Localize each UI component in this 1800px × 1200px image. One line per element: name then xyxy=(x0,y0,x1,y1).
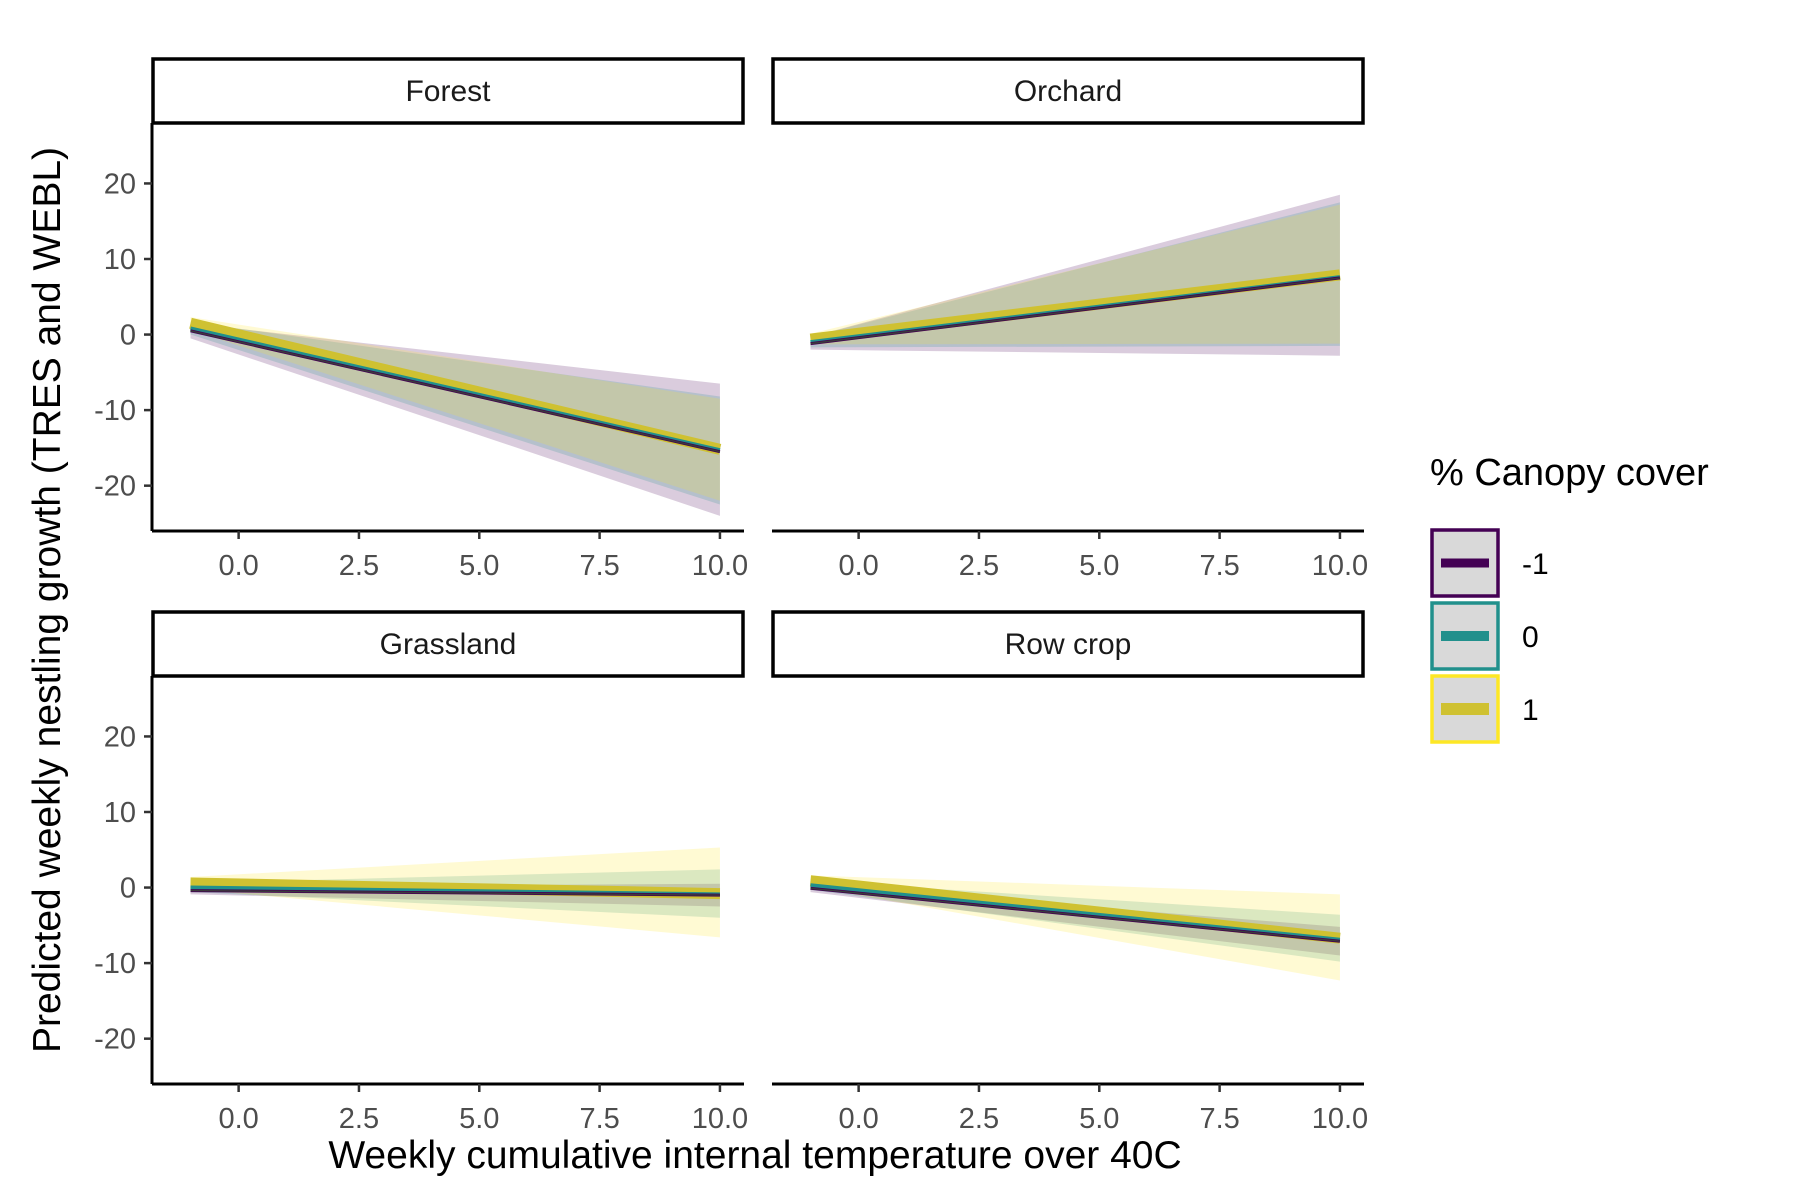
x-tick-label: 10.0 xyxy=(1312,1103,1368,1135)
x-tick-label: 0.0 xyxy=(838,550,878,582)
ribbon-orchard--1 xyxy=(810,194,1340,356)
x-tick-label: 5.0 xyxy=(459,1103,499,1135)
x-tick-label: 0.0 xyxy=(838,1103,878,1135)
ribbon-orchard-0 xyxy=(810,202,1340,348)
strip-row-crop xyxy=(771,610,1365,678)
y-tick-label: -20 xyxy=(94,471,136,503)
panel-forest: Forest 20 10 0 -10 -20 0.0 2.5 5.0 7.5 10.0 xyxy=(94,57,748,582)
y-tick-label: -10 xyxy=(94,948,136,980)
x-tick-label: 2.5 xyxy=(959,550,999,582)
x-tick-label: 10.0 xyxy=(1312,550,1368,582)
panel-orchard: Orchard 0.0 2.5 5.0 7.5 10.0 xyxy=(771,57,1368,582)
strip-grassland xyxy=(151,610,745,678)
x-tick-label: 7.5 xyxy=(579,550,619,582)
legend-label--1: -1 xyxy=(1522,548,1549,581)
x-tick-label: 0.0 xyxy=(218,1103,258,1135)
strip-label-grassland: Grassland xyxy=(380,628,517,661)
x-axis-title: Weekly cumulative internal temperature o… xyxy=(328,1134,1181,1177)
y-tick-label: -10 xyxy=(94,395,136,427)
line-row-crop-0 xyxy=(810,883,1341,942)
legend-title: % Canopy cover xyxy=(1430,452,1709,494)
strip-label-row-crop: Row crop xyxy=(1005,628,1132,661)
x-tick-label: 10.0 xyxy=(692,550,748,582)
line-orchard-1 xyxy=(809,269,1341,345)
x-tick-label: 5.0 xyxy=(1079,550,1119,582)
y-tick-label: 0 xyxy=(120,320,136,352)
x-tick-label: 2.5 xyxy=(959,1103,999,1135)
strip-orchard xyxy=(771,57,1365,125)
y-axis-title: Predicted weekly nestling growth (TRES a… xyxy=(26,147,69,1053)
legend: % Canopy cover -1 0 1 xyxy=(1430,452,1709,744)
x-tick-label: 5.0 xyxy=(459,550,499,582)
x-tick-label: 7.5 xyxy=(1199,550,1239,582)
x-tick-label: 2.5 xyxy=(339,1103,379,1135)
strip-label-orchard: Orchard xyxy=(1014,75,1122,108)
legend-label-1: 1 xyxy=(1522,694,1539,727)
legend-label-0: 0 xyxy=(1522,621,1539,654)
y-tick-label: -20 xyxy=(94,1024,136,1056)
panel-row-crop: Row crop 0.0 2.5 5.0 7.5 10.0 xyxy=(771,610,1368,1135)
ribbon-orchard-1 xyxy=(810,204,1340,345)
panel-grassland: Grassland 20 10 0 -10 -20 0.0 2.5 5.0 7.5 10.0 xyxy=(94,610,748,1135)
line-grassland-overlay xyxy=(190,889,720,896)
x-tick-label: 10.0 xyxy=(692,1103,748,1135)
y-tick-label: 20 xyxy=(104,168,136,200)
y-tick-label: 10 xyxy=(104,797,136,829)
x-tick-label: 2.5 xyxy=(339,550,379,582)
strip-forest xyxy=(151,57,745,125)
line-row-crop-overlay xyxy=(810,887,1341,942)
x-tick-label: 7.5 xyxy=(579,1103,619,1135)
y-tick-label: 20 xyxy=(104,721,136,753)
ribbon-forest-0 xyxy=(190,321,720,505)
line-forest-overlay xyxy=(190,330,721,453)
ribbon-forest-1 xyxy=(190,317,720,501)
ribbon-forest--1 xyxy=(190,323,720,516)
strip-label-forest: Forest xyxy=(405,75,491,108)
x-tick-label: 5.0 xyxy=(1079,1103,1119,1135)
line-row-crop-1 xyxy=(809,875,1341,944)
line-orchard-overlay xyxy=(810,277,1341,345)
line-forest-0 xyxy=(190,326,721,453)
x-tick-label: 7.5 xyxy=(1199,1103,1239,1135)
x-tick-label: 0.0 xyxy=(218,550,258,582)
y-tick-label: 10 xyxy=(104,244,136,276)
y-tick-label: 0 xyxy=(120,873,136,905)
